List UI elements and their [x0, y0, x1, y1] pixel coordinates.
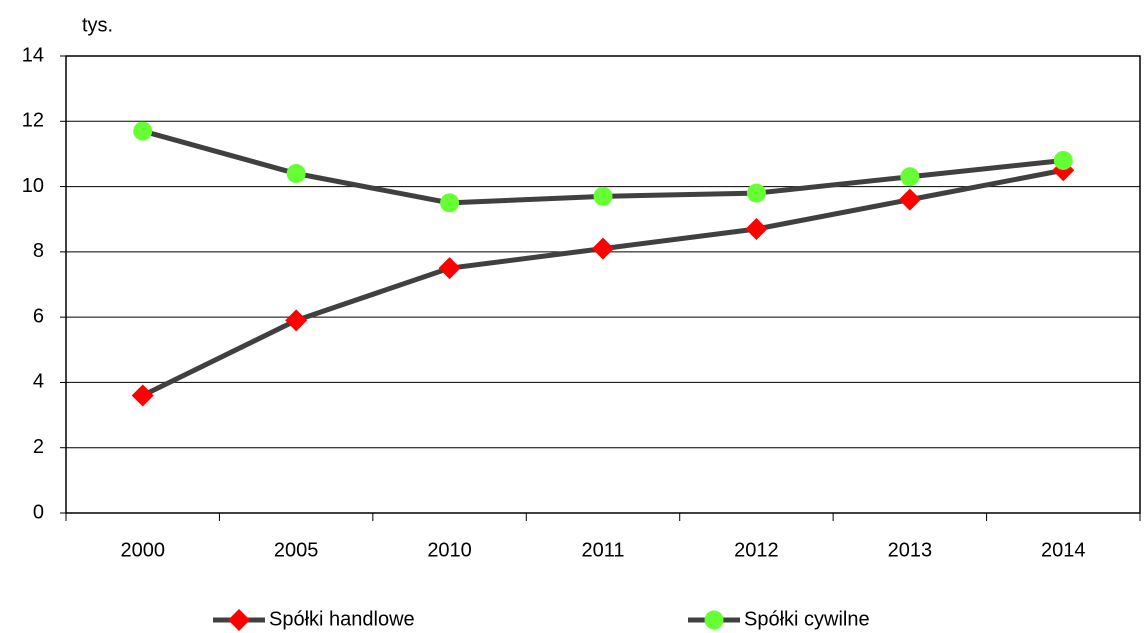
- marker: [898, 188, 921, 211]
- y-tick-label: 4: [33, 371, 44, 393]
- x-tick-label: 2012: [734, 539, 779, 561]
- marker: [133, 121, 153, 141]
- x-tick-label: 2005: [274, 539, 319, 561]
- y-tick-label: 8: [33, 240, 44, 262]
- y-axis-label: tys.: [82, 14, 113, 36]
- marker: [900, 167, 920, 187]
- marker: [285, 309, 308, 332]
- marker: [131, 384, 154, 407]
- plot-border: [65, 55, 1141, 514]
- marker: [440, 193, 460, 213]
- marker: [592, 237, 614, 260]
- marker: [438, 257, 461, 280]
- marker: [745, 218, 768, 241]
- y-tick-label: 14: [22, 44, 44, 66]
- marker: [593, 186, 613, 206]
- marker: [746, 183, 766, 203]
- marker: [704, 610, 724, 630]
- y-tick-label: 10: [22, 175, 44, 197]
- x-tick-label: 2011: [581, 539, 624, 561]
- legend-label: Spółki handlowe: [269, 608, 415, 630]
- marker: [1053, 150, 1073, 170]
- y-tick-label: 6: [33, 305, 44, 327]
- y-tick-label: 2: [33, 436, 44, 458]
- x-tick-label: 2000: [120, 539, 165, 561]
- y-tick-label: 0: [33, 501, 44, 523]
- x-tick-label: 2014: [1041, 539, 1086, 561]
- x-tick-label: 2013: [888, 539, 933, 561]
- marker: [286, 164, 306, 184]
- legend-label: Spółki cywilne: [744, 608, 870, 630]
- x-tick-label: 2010: [427, 539, 472, 561]
- marker: [228, 609, 250, 631]
- y-tick-label: 12: [22, 110, 44, 132]
